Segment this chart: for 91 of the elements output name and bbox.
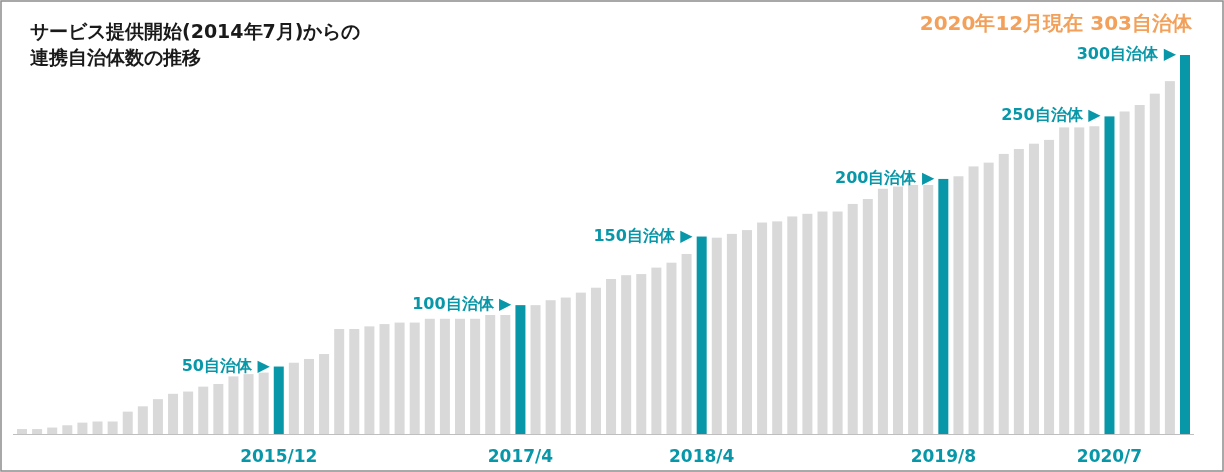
bar [1164,81,1175,434]
bar [349,329,360,434]
bar [817,211,828,434]
bar [1134,105,1145,434]
bar [1119,111,1130,434]
bar [530,305,541,434]
bar [606,278,617,434]
bar [877,188,888,434]
bar [651,267,662,434]
bar [258,372,269,434]
bar [92,421,103,434]
bar [107,421,118,434]
bar [545,300,556,434]
bar [288,362,299,434]
bar [455,318,466,434]
bar [726,233,737,434]
bar [183,391,194,434]
bar [1149,93,1160,434]
x-tick-label: 2018/4 [669,446,735,466]
annotation: 150自治体 ▶ [593,225,694,245]
bar [711,237,722,434]
bar [893,186,904,434]
annotation: 300自治体 ▶ [1076,44,1177,63]
annotation: 100自治体 ▶ [412,294,513,314]
bar [500,314,511,434]
bar [696,236,707,434]
bar [470,318,481,434]
bar [152,399,163,434]
bar [923,185,934,434]
bar [122,411,133,434]
bar [137,406,148,434]
bar [832,211,843,434]
bar [213,383,224,434]
bar [621,275,632,434]
bar [62,425,73,434]
bar [968,166,979,434]
bar [575,292,586,434]
bar [787,216,798,434]
bar [273,366,284,434]
bar [741,230,752,434]
bar [17,429,27,434]
bar [394,322,405,434]
bar [636,274,647,434]
x-tick-label: 2019/8 [910,446,977,466]
bar [1089,126,1100,434]
bar [1028,143,1039,434]
x-tick-label: 2020/7 [1076,446,1143,466]
bar [983,162,994,434]
bar [1044,139,1055,434]
x-tick-label: 2017/4 [487,446,554,466]
bar [364,326,375,434]
bar [681,253,692,434]
bar [303,358,314,434]
bar [47,427,58,434]
bar [334,329,345,434]
bar [32,429,43,434]
bar [908,185,919,434]
chart-title: サービス提供開始(2014年7月)からの連携自治体数の推移 [30,20,361,68]
bar [485,314,496,434]
bar [802,213,813,434]
bar [757,222,768,434]
bar [666,262,677,434]
bar [379,324,390,434]
bar [1180,55,1190,434]
bar [439,318,450,434]
annotation: 250自治体 ▶ [1001,105,1102,125]
bar [862,199,873,434]
bar [847,203,858,434]
bar [560,297,571,434]
bar [938,178,949,434]
bar [198,386,209,434]
bar [243,374,254,434]
bar [953,176,964,434]
bar [319,354,330,434]
annotation: 50自治体 ▶ [181,355,271,375]
bar [1013,148,1024,434]
bar [515,305,526,434]
x-tick-label: 2015/12 [240,446,318,466]
bar [228,376,239,434]
chart-subtitle: 2020年12月現在 303自治体 [919,11,1193,35]
bar [168,393,179,434]
annotation: 200自治体 ▶ [835,167,936,187]
bar [590,287,601,434]
bar [1074,127,1085,434]
bar [424,318,435,434]
bar [77,422,88,434]
bar [409,322,420,434]
bar [772,221,783,434]
bar [1059,127,1070,434]
bar [998,153,1009,434]
bar [1104,116,1115,434]
